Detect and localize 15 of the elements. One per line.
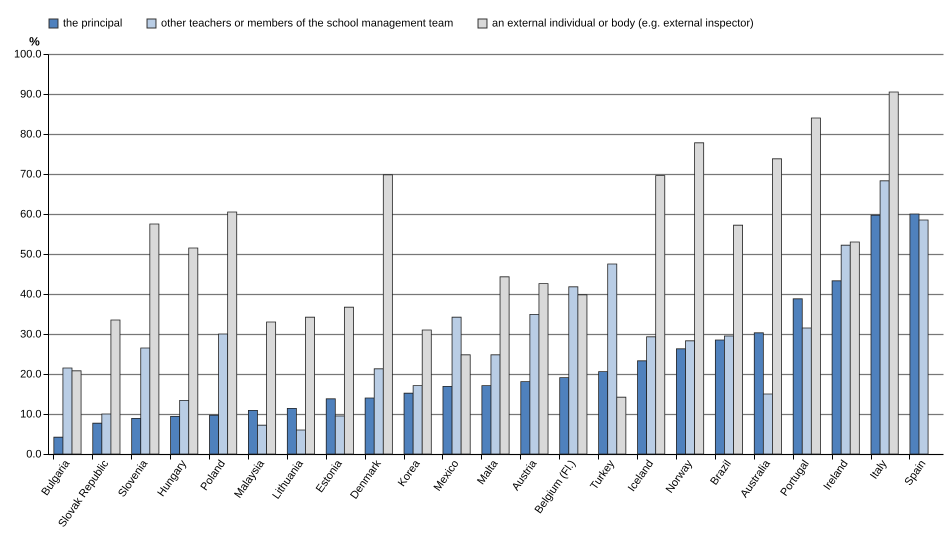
- y-tick-label: 90.0: [20, 88, 42, 100]
- y-tick-label: 80.0: [20, 128, 42, 140]
- y-tick-label: 50.0: [20, 248, 42, 260]
- y-tick-label: 40.0: [20, 288, 42, 300]
- y-tick-label: 70.0: [20, 168, 42, 180]
- y-tick-label: 30.0: [20, 328, 42, 340]
- y-tick-label: 100.0: [14, 48, 42, 60]
- y-tick-label: 0.0: [26, 448, 42, 460]
- legend-label: an external individual or body (e.g. external inspector): [492, 18, 754, 30]
- legend-label: other teachers or members of the school management team: [161, 18, 454, 30]
- y-axis-title: %: [29, 34, 40, 48]
- legend-label: the principal: [63, 18, 122, 30]
- y-tick-label: 20.0: [20, 368, 42, 380]
- y-tick-label: 60.0: [20, 208, 42, 220]
- y-tick-label: 10.0: [20, 408, 42, 420]
